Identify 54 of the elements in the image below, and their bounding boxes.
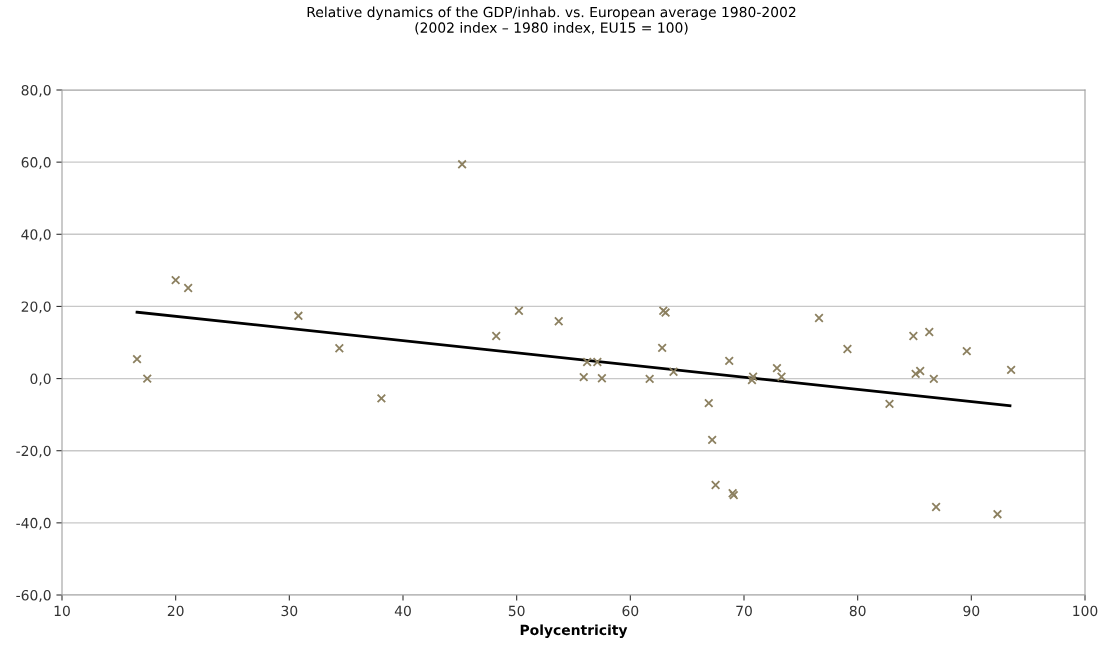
point (376, 393, 387, 404)
y-tick-label: 60,0 (21, 157, 51, 170)
point (183, 283, 193, 293)
y-tick-label: 0,0 (30, 373, 51, 386)
y-tick-label: -40,0 (16, 517, 51, 530)
point (668, 367, 679, 377)
chart-title: Relative dynamics of the GDP/inhab. vs. European average 1980-2002 (2002 index – 1980 index, EU15 = 100) (307, 6, 796, 35)
x-tick-label: 90 (963, 605, 980, 617)
point (491, 331, 501, 341)
y-tick-label: -20,0 (16, 445, 51, 458)
x-tick-label: 40 (394, 605, 411, 617)
point (992, 509, 1003, 519)
point (908, 331, 919, 341)
point (842, 344, 853, 354)
point (884, 399, 895, 409)
x-tick-label: 30 (281, 605, 298, 617)
point (1006, 365, 1016, 375)
point (170, 275, 181, 285)
x-tick-label: 50 (508, 605, 525, 617)
point (644, 374, 655, 384)
x-tick-label: 100 (1073, 605, 1098, 617)
point (814, 313, 824, 323)
point (915, 366, 925, 376)
y-tick-label: 20,0 (21, 301, 51, 314)
point (962, 346, 972, 356)
point (457, 159, 467, 170)
point (704, 398, 714, 408)
y-tick-label: 40,0 (21, 229, 51, 242)
point (931, 502, 941, 512)
x-tick-label: 60 (622, 605, 639, 617)
point (776, 372, 787, 382)
x-tick-label: 10 (54, 605, 70, 617)
x-tick-label: 20 (167, 605, 184, 617)
x-tick-label: 70 (736, 605, 752, 617)
point (772, 363, 782, 373)
y-tick-label: 80,0 (21, 84, 51, 97)
point (132, 354, 142, 364)
point (142, 373, 152, 384)
point (929, 374, 939, 384)
point (554, 316, 564, 326)
point (710, 480, 721, 490)
y-tick-label: -60,0 (16, 589, 51, 602)
point (657, 343, 667, 353)
point (514, 306, 524, 316)
point (293, 311, 304, 321)
point (910, 369, 921, 379)
point (707, 435, 717, 445)
point (924, 327, 934, 337)
point (724, 356, 734, 366)
x-tick-label: 80 (849, 605, 866, 617)
x-axis-title: Polycentricity (520, 624, 628, 638)
point (597, 373, 607, 383)
point (334, 343, 345, 353)
point (579, 372, 589, 382)
